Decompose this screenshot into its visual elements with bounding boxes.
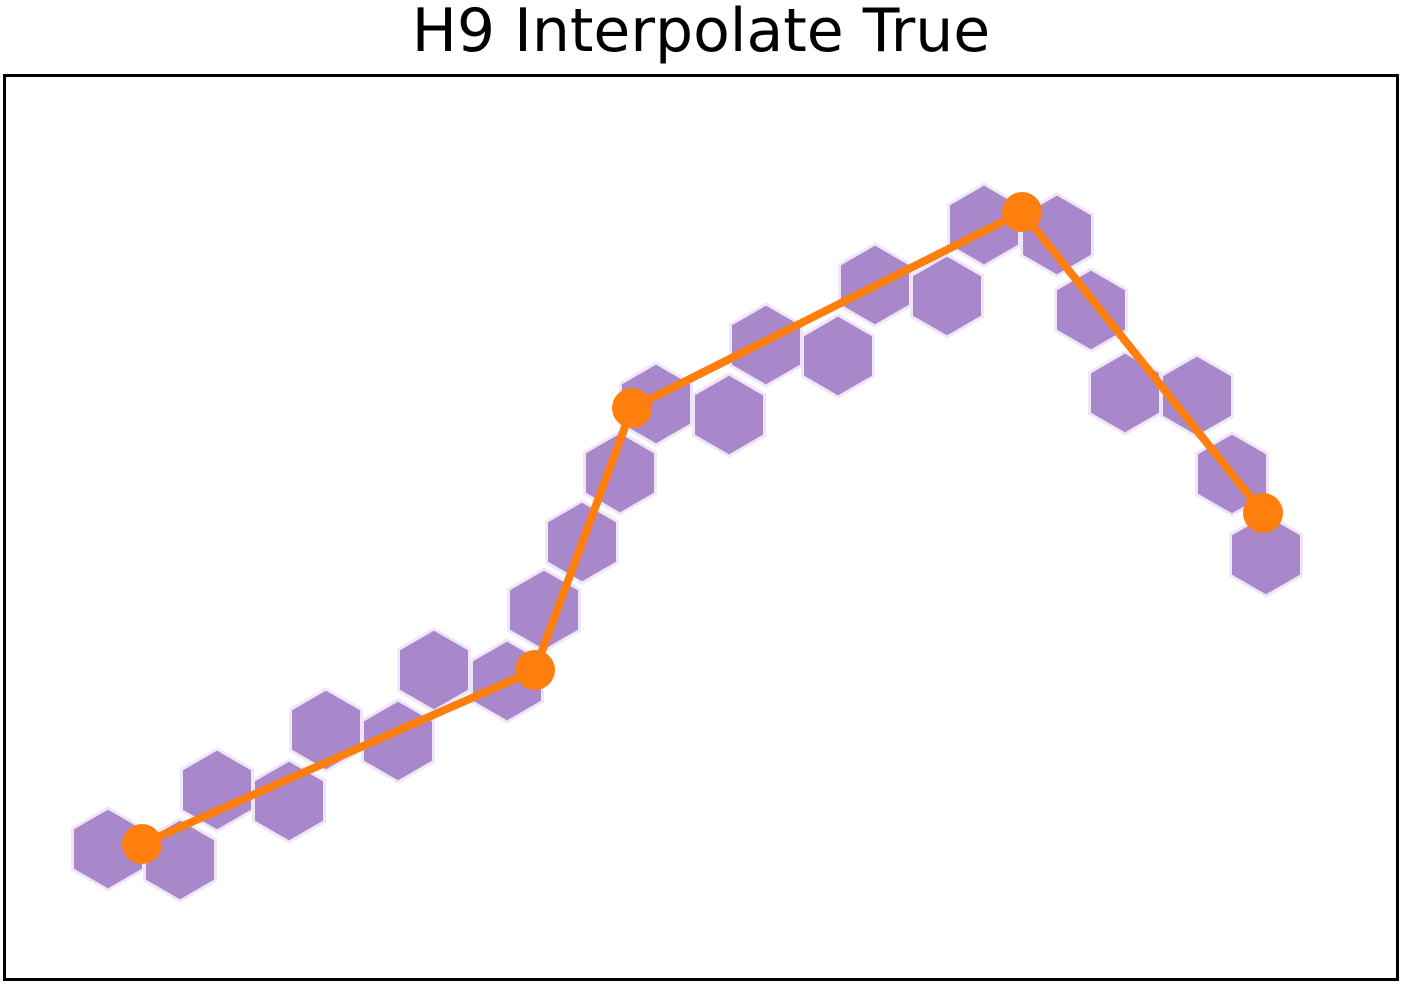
hexagon-cell xyxy=(397,627,471,713)
hexagon-cell xyxy=(252,758,326,844)
hexagon-cell xyxy=(1088,350,1162,436)
path-markers-layer xyxy=(122,192,1283,864)
hexagon-cell xyxy=(180,747,254,833)
path-marker xyxy=(1243,493,1283,533)
hexagon-cell xyxy=(910,253,984,339)
plot-area-frame xyxy=(3,74,1399,981)
path-marker xyxy=(1002,192,1042,232)
hexagon-cell xyxy=(692,372,766,458)
hexagon-cells-layer xyxy=(71,182,1303,903)
hexagon-cell xyxy=(1160,353,1234,439)
hexagon-cell xyxy=(1229,512,1303,598)
hexagon-cell xyxy=(801,313,875,399)
hexagon-cell xyxy=(1054,267,1128,353)
path-marker xyxy=(122,824,162,864)
path-marker xyxy=(612,388,652,428)
chart-title: H9 Interpolate True xyxy=(411,0,991,66)
path-marker xyxy=(515,650,555,690)
